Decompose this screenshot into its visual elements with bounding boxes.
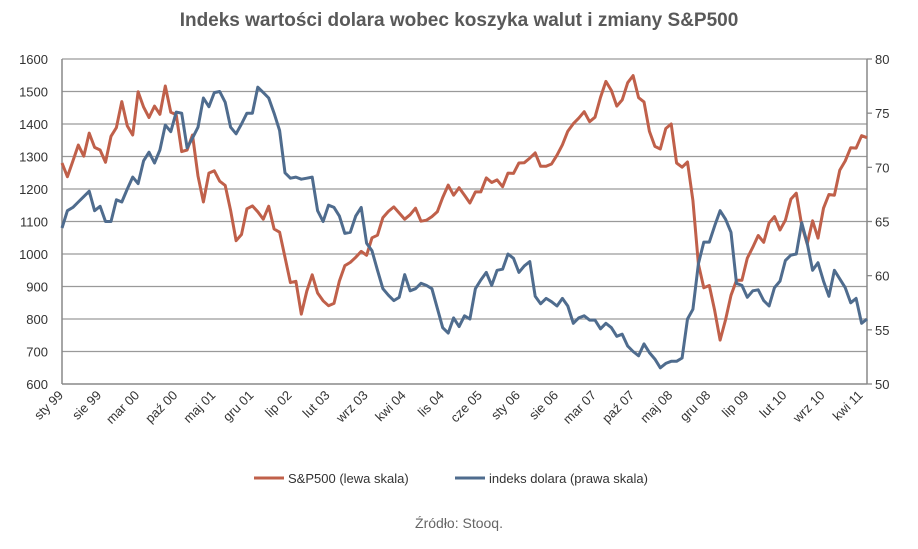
legend-label-dollar: indeks dolara (prawa skala) [489, 471, 648, 486]
x-axis-tick-label: wrz 03 [332, 388, 370, 426]
x-axis-tick-label: wrz 10 [789, 388, 827, 426]
right-axis-tick-label: 70 [875, 160, 889, 175]
x-axis-tick-label: sie 99 [69, 388, 104, 423]
x-axis-tick-label: gru 08 [677, 388, 714, 425]
left-axis-tick-label: 800 [26, 312, 48, 327]
right-axis-tick-label: 55 [875, 323, 889, 338]
x-axis-tick-label: gru 01 [220, 388, 257, 425]
x-axis-tick-label: lip 09 [719, 388, 752, 421]
left-axis-tick-label: 600 [26, 377, 48, 392]
axes: 600 700 800 900 1000 1100 1200 1300 1400 1500 1600… [19, 52, 889, 427]
right-axis-tick-label: 50 [875, 377, 889, 392]
legend: S&P500 (lewa skala) indeks dolara (prawa… [254, 471, 648, 486]
left-axis-tick-label: 1000 [19, 247, 48, 262]
right-axis-tick-label: 80 [875, 52, 889, 67]
x-axis-tick-label: paź 07 [599, 388, 637, 426]
x-axis-tick-label: sty 99 [31, 388, 66, 423]
left-axis-tick-label: 1300 [19, 150, 48, 165]
x-axis-tick-label: lut 03 [300, 388, 333, 421]
x-axis-tick-label: cze 05 [447, 388, 485, 426]
right-axis-tick-label: 75 [875, 106, 889, 121]
dollar-index-line [62, 87, 867, 368]
x-axis-tick-label: maj 08 [637, 388, 675, 426]
chart-title: Indeks wartości dolara wobec koszyka wal… [180, 10, 739, 31]
x-axis-tick-label: lis 04 [415, 388, 447, 420]
x-axis-tick-label: lip 02 [262, 388, 295, 421]
source-note: Źródło: Stooq. [415, 515, 503, 531]
x-axis-tick-label: mar 00 [103, 388, 142, 427]
right-axis-tick-label: 65 [875, 215, 889, 230]
left-axis-tick-label: 1100 [20, 215, 48, 230]
left-axis-tick-label: 900 [26, 280, 48, 295]
x-axis-tick-label: lut 10 [756, 388, 789, 421]
x-axis-tick-label: sty 06 [488, 388, 523, 423]
left-axis-tick-label: 1200 [19, 182, 48, 197]
left-axis-tick-label: 1500 [19, 85, 48, 100]
right-axis-tick-label: 60 [875, 269, 889, 284]
left-axis-tick-label: 1400 [19, 117, 48, 132]
left-axis-tick-label: 1600 [19, 52, 48, 67]
x-axis-tick-label: mar 07 [560, 388, 599, 427]
x-axis-tick-label: kwi 04 [372, 388, 409, 425]
gridlines [62, 59, 867, 352]
x-axis-tick-label: sie 06 [526, 388, 561, 423]
x-axis-tick-label: paź 00 [142, 388, 180, 426]
legend-label-sp500: S&P500 (lewa skala) [288, 471, 409, 486]
left-axis-tick-label: 700 [26, 345, 48, 360]
x-axis-tick-label: maj 01 [180, 388, 218, 426]
x-axis-tick-label: kwi 11 [830, 388, 866, 424]
